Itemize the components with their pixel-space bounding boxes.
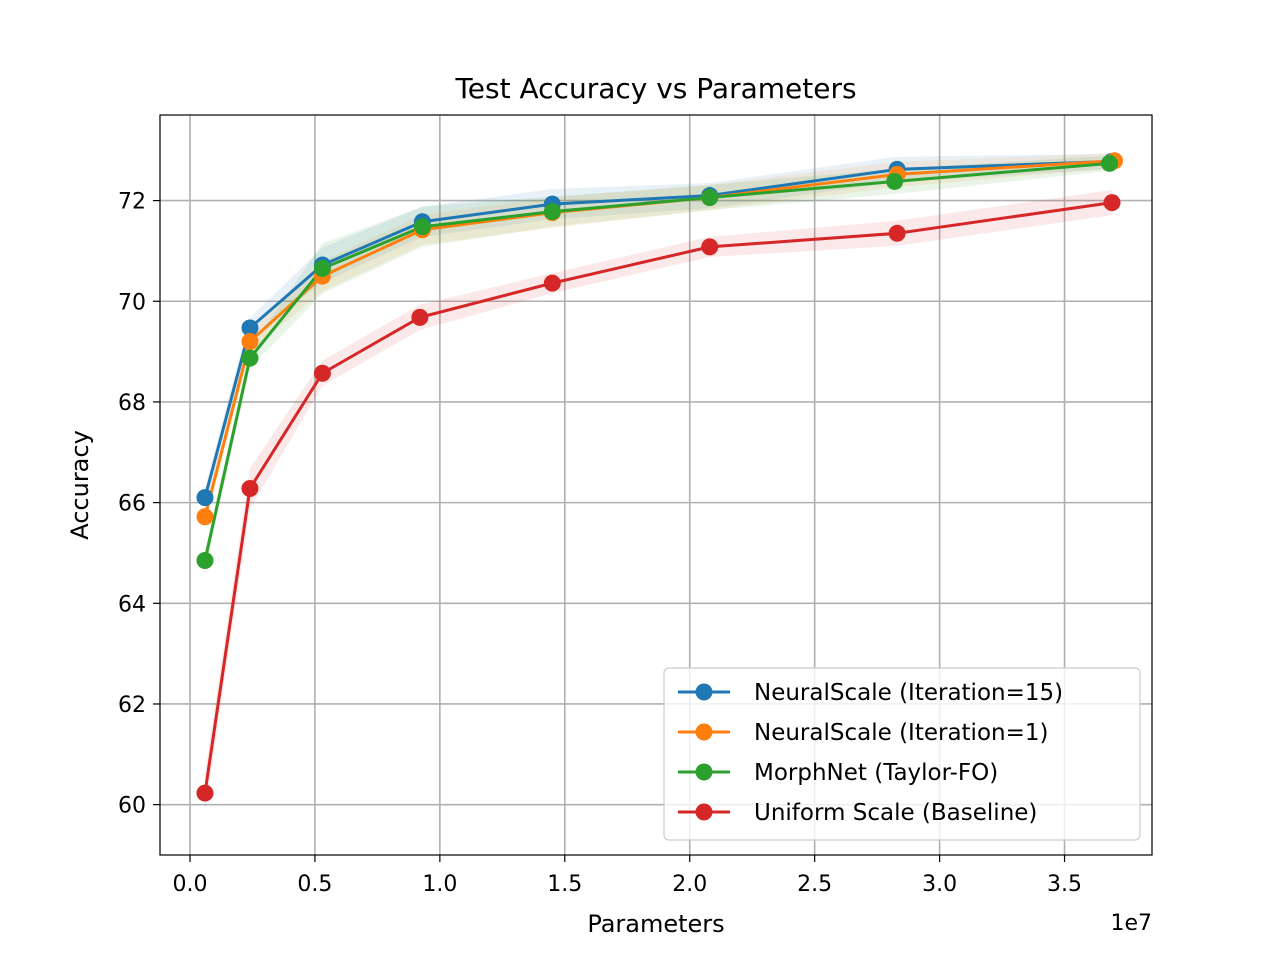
x-tick-label: 3.5 bbox=[1047, 872, 1082, 897]
series-3-point bbox=[701, 189, 719, 207]
series-4-point bbox=[241, 480, 259, 498]
y-tick-label: 60 bbox=[118, 794, 146, 819]
series-2-line bbox=[203, 159, 1115, 518]
series-3-line bbox=[203, 161, 1110, 561]
x-tick-label: 0.5 bbox=[297, 872, 332, 897]
series-3-point bbox=[543, 203, 561, 221]
series-points bbox=[196, 152, 1124, 802]
series-1-line bbox=[203, 159, 1113, 498]
legend-marker bbox=[695, 723, 713, 741]
x-tick-label: 2.0 bbox=[672, 872, 707, 897]
x-tick-label: 1.5 bbox=[547, 872, 582, 897]
series-4-point bbox=[888, 224, 906, 242]
series-3-point bbox=[241, 349, 259, 367]
legend: NeuralScale (Iteration=15) NeuralScale (I… bbox=[663, 667, 1141, 841]
y-tick-label: 68 bbox=[118, 391, 146, 416]
y-axis-label: Accuracy bbox=[66, 430, 94, 540]
y-tick-label: 66 bbox=[118, 492, 146, 517]
x-tick-label: 2.5 bbox=[797, 872, 832, 897]
legend-label: NeuralScale (Iteration=15) bbox=[754, 680, 1063, 706]
legend-label: MorphNet (Taylor-FO) bbox=[754, 760, 998, 786]
series-4-point bbox=[543, 274, 561, 292]
series-3-point bbox=[1101, 154, 1119, 172]
series-4-point bbox=[313, 364, 331, 382]
x-axis-ticks: 0.0 0.5 1.0 1.5 2.0 2.5 3.0 3.5 bbox=[172, 855, 1082, 897]
legend-box bbox=[663, 667, 1141, 841]
x-tick-label: 0.0 bbox=[172, 872, 207, 897]
x-tick-label: 3.0 bbox=[922, 872, 957, 897]
y-tick-label: 64 bbox=[118, 592, 146, 617]
series-3-point bbox=[196, 552, 214, 570]
x-tick-label: 1.0 bbox=[422, 872, 457, 897]
plot-frame bbox=[159, 114, 1153, 856]
series-1-point bbox=[196, 489, 214, 507]
x-axis-offset-label: 1e7 bbox=[1110, 911, 1152, 936]
x-axis-label: Parameters bbox=[587, 910, 724, 938]
series-3-point bbox=[313, 260, 331, 278]
series-4-point bbox=[1103, 194, 1121, 212]
series-4-line bbox=[203, 201, 1113, 794]
y-axis-ticks: 60 62 64 66 68 70 72 bbox=[118, 190, 160, 819]
series-1-point bbox=[241, 319, 259, 337]
y-tick-label: 72 bbox=[118, 190, 146, 215]
series-lines bbox=[203, 159, 1115, 794]
legend-marker bbox=[695, 763, 713, 781]
series-3-point bbox=[886, 172, 904, 190]
y-tick-label: 70 bbox=[118, 290, 146, 315]
legend-marker bbox=[695, 683, 713, 701]
chart-title: Test Accuracy vs Parameters bbox=[454, 72, 856, 105]
series-2-point bbox=[196, 508, 214, 526]
series-3-point bbox=[413, 218, 431, 236]
series-4-point bbox=[411, 308, 429, 326]
legend-label: NeuralScale (Iteration=1) bbox=[754, 720, 1048, 746]
y-tick-label: 62 bbox=[118, 693, 146, 718]
legend-label: Uniform Scale (Baseline) bbox=[754, 800, 1037, 826]
series-4-point bbox=[701, 238, 719, 256]
series-4-point bbox=[196, 784, 214, 802]
legend-marker bbox=[695, 803, 713, 821]
series-2-point bbox=[241, 333, 259, 351]
